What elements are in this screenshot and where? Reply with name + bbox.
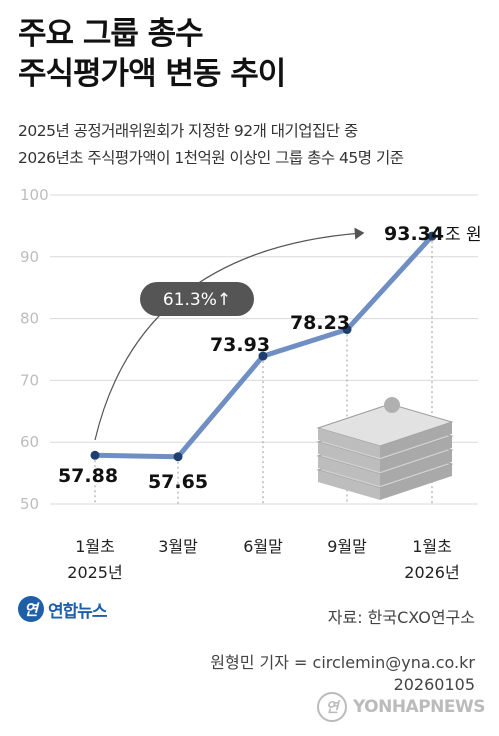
value-label-1: 57.65 (148, 471, 208, 493)
x-tick-year-0: 2025년 (67, 563, 122, 582)
y-tick-label-70: 70 (20, 371, 39, 389)
reporter-credit: 원형민 기자 = circlemin@yna.co.kr 20260105 (210, 652, 475, 696)
bill-portrait (384, 397, 400, 413)
chart-title: 주요 그룹 총수 주식평가액 변동 추이 (18, 14, 286, 94)
publish-date: 20260105 (393, 675, 475, 694)
bill-side-3 (318, 428, 380, 458)
x-tick-label-0: 1월초 (75, 537, 115, 556)
y-tick-label-80: 80 (20, 310, 39, 328)
data-point-3 (342, 325, 352, 335)
x-tick-label-4: 1월초 (412, 537, 452, 556)
value-label-4: 93.34 (384, 223, 444, 245)
yonhap-logo: 연 연합뉴스 (18, 596, 108, 622)
data-point-0 (90, 450, 100, 460)
y-tick-label-60: 60 (20, 433, 39, 451)
data-point-1 (173, 452, 183, 462)
subtitle-line-1: 2025년 공정거래위원회가 지정한 92개 대기업집단 중 (18, 122, 358, 140)
money-stack-illustration (316, 397, 454, 500)
line-chart: 50 60 70 80 90 100 61.3%↑ 57.88 57.65 73.93 78.23 9… (20, 186, 482, 582)
watermark-text: YONHAPNEWS (352, 697, 486, 717)
source-text: 자료: 한국CXO연구소 (327, 608, 475, 627)
x-tick-label-3: 9월말 (327, 537, 367, 556)
value-label-3: 78.23 (290, 312, 350, 334)
bill-front-2 (380, 436, 452, 472)
bill-side-0 (318, 470, 380, 500)
growth-badge-label: 61.3%↑ (163, 290, 231, 310)
title-line-2: 주식평가액 변동 추이 (18, 56, 286, 92)
data-point-2 (258, 351, 268, 361)
value-label-2: 73.93 (210, 334, 270, 356)
title-line-1: 주요 그룹 총수 (18, 16, 204, 52)
y-tick-label-90: 90 (20, 248, 39, 266)
value-unit-label: 조 원 (445, 225, 482, 245)
reporter-email: 원형민 기자 = circlemin@yna.co.kr (210, 653, 475, 672)
y-tick-label-50: 50 (20, 495, 39, 513)
watermark-icon: 연 (316, 692, 347, 722)
y-tick-label-100: 100 (20, 186, 49, 204)
bill-front-0 (380, 464, 452, 500)
bill-front-1 (380, 450, 452, 486)
yonhap-logo-mark: 연 (18, 596, 44, 622)
bill-side-1 (318, 456, 380, 486)
x-tick-label-1: 3월말 (158, 537, 198, 556)
chart-subtitle: 2025년 공정거래위원회가 지정한 92개 대기업집단 중 2026년초 주식… (18, 118, 404, 172)
subtitle-line-2: 2026년초 주식평가액이 1천억원 이상인 그룹 총수 45명 기준 (18, 149, 404, 167)
watermark: 연 YONHAPNEWS (316, 692, 486, 722)
value-label-0: 57.88 (58, 465, 118, 487)
bill-side-2 (318, 442, 380, 472)
growth-badge (140, 282, 254, 316)
bill-front-3 (380, 422, 452, 458)
yonhap-logo-text: 연합뉴스 (48, 601, 108, 622)
x-tick-year-4: 2026년 (404, 563, 459, 582)
x-tick-label-2: 6월말 (243, 537, 283, 556)
data-point-4 (427, 231, 437, 241)
